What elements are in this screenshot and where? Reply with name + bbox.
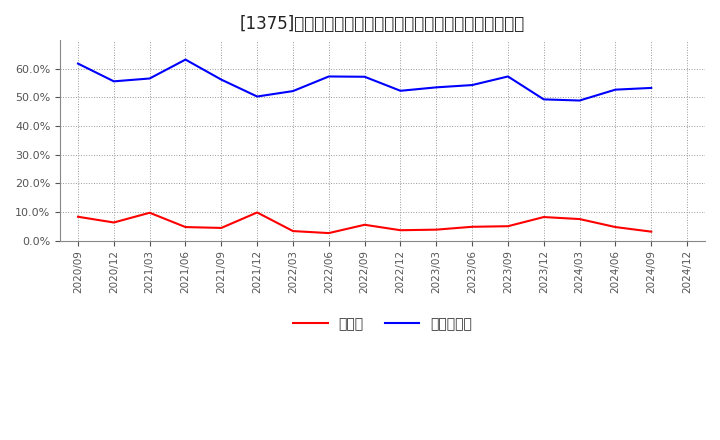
有利子負債 [181, 57, 190, 62]
現預金 [181, 224, 190, 230]
現預金 [539, 214, 548, 220]
現預金 [432, 227, 441, 232]
有利子負債 [289, 88, 297, 94]
有利子負債 [503, 74, 512, 79]
現預金 [611, 224, 620, 230]
有利子負債 [145, 76, 154, 81]
現預金 [289, 228, 297, 234]
有利子負債 [253, 94, 261, 99]
現預金 [360, 222, 369, 227]
Legend: 現預金, 有利子負債: 現預金, 有利子負債 [287, 312, 478, 337]
現預金 [468, 224, 477, 229]
有利子負債 [396, 88, 405, 93]
現預金 [145, 210, 154, 216]
現預金 [503, 224, 512, 229]
現預金 [647, 229, 656, 234]
Title: [1375]　現預金、有利子負債の総資産に対する比率の推移: [1375] 現預金、有利子負債の総資産に対する比率の推移 [240, 15, 525, 33]
有利子負債 [611, 87, 620, 92]
現預金 [575, 216, 584, 222]
Line: 現預金: 現預金 [78, 213, 652, 233]
現預金 [325, 231, 333, 236]
有利子負債 [539, 97, 548, 102]
有利子負債 [432, 85, 441, 90]
現預金 [217, 225, 225, 231]
有利子負債 [575, 98, 584, 103]
有利子負債 [73, 61, 82, 66]
有利子負債 [360, 74, 369, 79]
有利子負債 [325, 74, 333, 79]
有利子負債 [109, 79, 118, 84]
有利子負債 [468, 82, 477, 88]
現預金 [109, 220, 118, 225]
現預金 [73, 214, 82, 220]
Line: 有利子負債: 有利子負債 [78, 59, 652, 100]
現預金 [253, 210, 261, 215]
有利子負債 [217, 77, 225, 82]
有利子負債 [647, 85, 656, 91]
現預金 [396, 227, 405, 233]
